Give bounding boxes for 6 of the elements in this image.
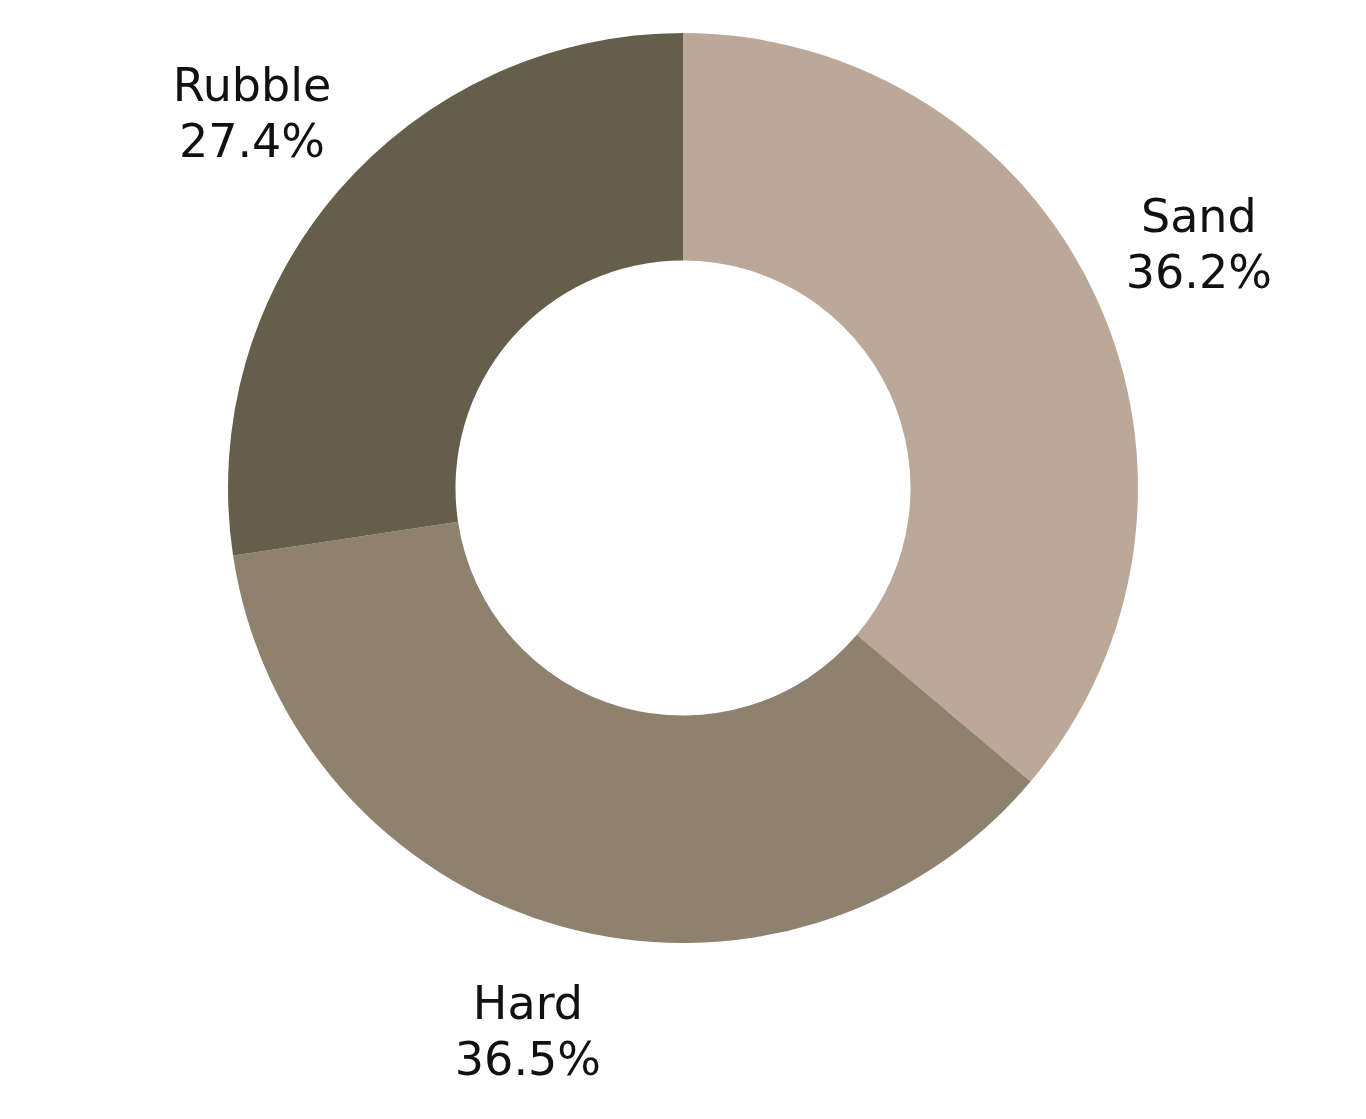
slice-label: Sand <box>1140 189 1257 244</box>
data-label: 36.5% <box>454 1032 601 1087</box>
data-label: 27.4% <box>178 113 326 168</box>
data-label: 36.2% <box>1125 245 1272 300</box>
slice-label: Rubble <box>172 57 332 112</box>
slice-label: Hard <box>472 976 583 1031</box>
